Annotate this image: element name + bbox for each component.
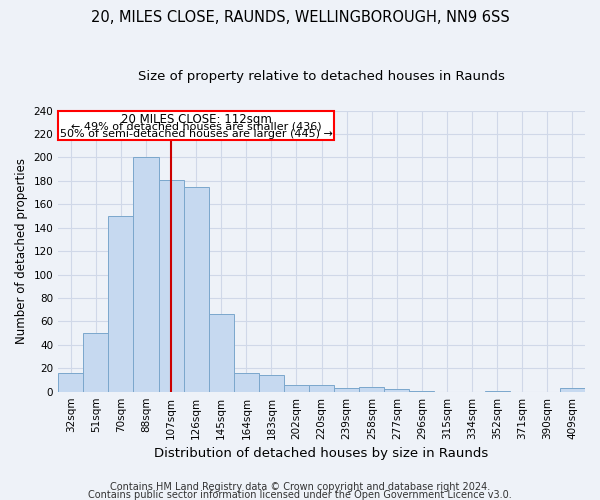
Text: ← 49% of detached houses are smaller (436): ← 49% of detached houses are smaller (43… <box>71 121 322 131</box>
Bar <box>385 390 409 392</box>
Text: 20, MILES CLOSE, RAUNDS, WELLINGBOROUGH, NN9 6SS: 20, MILES CLOSE, RAUNDS, WELLINGBOROUGH,… <box>91 10 509 25</box>
Bar <box>133 158 158 392</box>
Text: Contains HM Land Registry data © Crown copyright and database right 2024.: Contains HM Land Registry data © Crown c… <box>110 482 490 492</box>
X-axis label: Distribution of detached houses by size in Raunds: Distribution of detached houses by size … <box>154 447 489 460</box>
Bar <box>259 376 284 392</box>
Bar <box>359 387 385 392</box>
Bar <box>309 384 334 392</box>
Text: 20 MILES CLOSE: 112sqm: 20 MILES CLOSE: 112sqm <box>121 113 272 126</box>
Bar <box>109 216 133 392</box>
Bar <box>184 186 209 392</box>
Bar <box>234 373 259 392</box>
Y-axis label: Number of detached properties: Number of detached properties <box>15 158 28 344</box>
Text: Contains public sector information licensed under the Open Government Licence v3: Contains public sector information licen… <box>88 490 512 500</box>
Bar <box>58 110 334 140</box>
Bar <box>83 333 109 392</box>
Bar <box>334 388 359 392</box>
Bar <box>409 390 434 392</box>
Bar <box>158 180 184 392</box>
Bar <box>284 384 309 392</box>
Text: 50% of semi-detached houses are larger (445) →: 50% of semi-detached houses are larger (… <box>60 130 332 140</box>
Bar <box>485 390 510 392</box>
Title: Size of property relative to detached houses in Raunds: Size of property relative to detached ho… <box>138 70 505 83</box>
Bar <box>209 314 234 392</box>
Bar <box>58 373 83 392</box>
Bar <box>560 388 585 392</box>
